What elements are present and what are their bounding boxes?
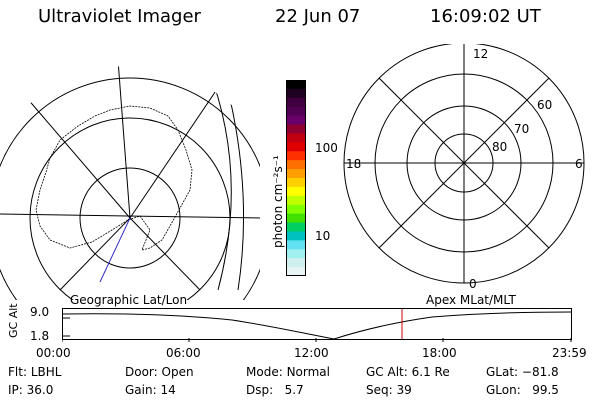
colorbar-band [286,267,306,276]
xtick-1800: 18:00 [422,346,457,360]
colorbar-band [286,124,306,135]
colorbar-band [286,88,306,99]
colorbar [286,80,306,276]
colorbar-band [286,240,306,250]
xtick-0600: 06:00 [166,346,201,360]
lat-label-80: 80 [492,140,507,154]
colorbar-band [286,186,306,197]
status-mode: Mode: Normal [246,365,330,379]
status-dsp: Dsp: 5.7 [246,383,304,397]
colorbar-band [286,80,306,90]
status-glat: GLat: −81.8 [486,365,559,379]
status-glon: GLon: 99.5 [486,383,559,397]
status-gcalt: GC Alt: 6.1 Re [366,365,450,379]
colorbar-tick-10: 10 [315,229,331,243]
geographic-map [0,66,260,300]
colorbar-band [286,178,306,188]
status-seq: Seq: 39 [366,383,412,397]
mlt-label-18: 18 [346,157,361,171]
antarctica-coastline [35,105,193,251]
colorbar-band [286,142,306,152]
altitude-ytick-low: 1.8 [30,329,50,343]
colorbar-band [286,169,306,179]
colorbar-band [286,133,306,143]
status-gain: Gain: 14 [125,383,176,397]
xtick-2359: 23:59 [552,346,587,360]
colorbar-band [286,222,306,233]
colorbar-band [286,151,306,161]
date-display: 22 Jun 07 [275,6,361,27]
colorbar-band [286,258,306,268]
geographic-panel-label: Geographic Lat/Lon [70,293,188,307]
time-display: 16:09:02 UT [430,6,541,27]
altitude-curve [62,311,572,340]
altitude-ytick-high: 9.0 [30,305,50,319]
status-door: Door: Open [125,365,194,379]
magnetic-panel-label: Apex MLat/MLT [426,293,516,307]
colorbar-band [286,213,306,224]
colorbar-band [286,204,306,215]
lat-label-70: 70 [514,122,529,136]
terminator-line [99,217,131,283]
colorbar-band [286,195,306,206]
magnetic-polar-plot: 12 0 18 6 60 70 80 [343,44,585,291]
colorbar-band [286,106,306,117]
status-ip: IP: 36.0 [8,383,54,397]
altitude-plot [62,308,572,342]
colorbar-unit-label: photon cm⁻²s⁻¹ [271,155,285,248]
colorbar-tick-100: 100 [315,141,338,155]
mlt-label-6: 6 [575,157,583,171]
xtick-1200: 12:00 [294,346,329,360]
lat-label-60: 60 [537,98,552,112]
mlt-label-12: 12 [473,47,488,61]
altitude-ylabel: GC Alt [7,303,20,338]
xtick-0000: 00:00 [36,346,71,360]
map-grid [0,66,260,300]
colorbar-band [286,115,306,126]
colorbar-band [286,160,306,170]
app-title: Ultraviolet Imager [38,6,201,27]
mlt-label-0: 0 [469,277,477,291]
colorbar-band [286,97,306,108]
status-flt: Flt: LBHL [8,365,62,379]
colorbar-band [286,249,306,259]
colorbar-band [286,231,306,241]
